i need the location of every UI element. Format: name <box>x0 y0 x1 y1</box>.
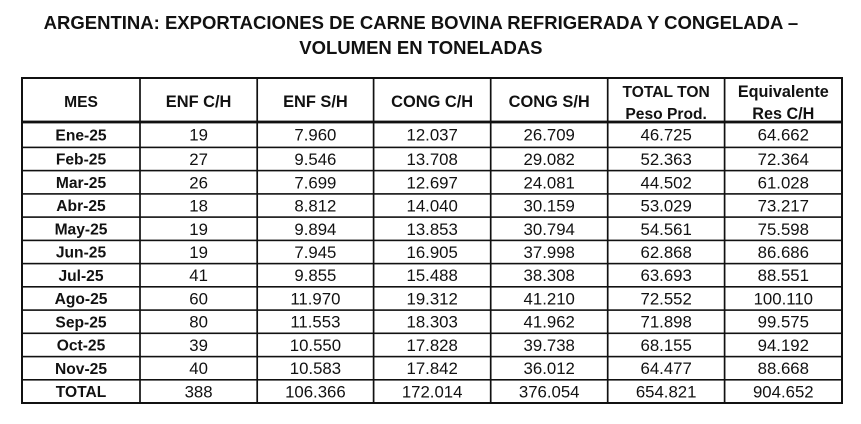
svg-text:19: 19 <box>189 126 208 145</box>
svg-text:17.842: 17.842 <box>406 359 457 378</box>
svg-text:19: 19 <box>189 220 208 239</box>
svg-text:10.583: 10.583 <box>290 359 341 378</box>
svg-text:88.551: 88.551 <box>758 266 809 285</box>
svg-text:73.217: 73.217 <box>758 197 809 216</box>
svg-text:12.697: 12.697 <box>406 173 457 192</box>
svg-text:71.898: 71.898 <box>640 313 691 332</box>
svg-text:Abr-25: Abr-25 <box>56 198 106 215</box>
svg-text:61.028: 61.028 <box>758 173 809 192</box>
svg-text:9.546: 9.546 <box>294 150 336 169</box>
svg-text:60: 60 <box>189 289 208 308</box>
svg-text:376.054: 376.054 <box>519 382 580 401</box>
svg-text:30.159: 30.159 <box>524 197 575 216</box>
svg-text:54.561: 54.561 <box>640 220 691 239</box>
svg-text:17.828: 17.828 <box>406 336 457 355</box>
svg-text:TOTAL TON: TOTAL TON <box>623 84 710 101</box>
svg-text:May-25: May-25 <box>55 221 108 238</box>
svg-text:11.553: 11.553 <box>290 313 340 332</box>
svg-text:26: 26 <box>189 173 208 192</box>
svg-text:68.155: 68.155 <box>640 336 691 355</box>
svg-text:ENF S/H: ENF S/H <box>283 93 348 111</box>
svg-text:8.812: 8.812 <box>294 197 336 216</box>
svg-text:CONG S/H: CONG S/H <box>509 93 590 111</box>
svg-text:Res C/H: Res C/H <box>752 105 814 123</box>
svg-text:29.082: 29.082 <box>524 150 575 169</box>
svg-text:Peso Prod.: Peso Prod. <box>625 106 706 123</box>
svg-text:7.960: 7.960 <box>294 126 336 145</box>
svg-text:654.821: 654.821 <box>636 382 697 401</box>
svg-text:44.502: 44.502 <box>640 173 691 192</box>
svg-text:94.192: 94.192 <box>758 336 809 355</box>
svg-text:72.552: 72.552 <box>640 289 691 308</box>
svg-text:27: 27 <box>189 150 208 169</box>
svg-text:TOTAL: TOTAL <box>56 384 107 401</box>
svg-text:CONG C/H: CONG C/H <box>391 93 473 111</box>
svg-text:Ene-25: Ene-25 <box>55 127 106 144</box>
svg-text:26.709: 26.709 <box>524 126 575 145</box>
svg-text:11.970: 11.970 <box>290 289 340 308</box>
svg-text:Jun-25: Jun-25 <box>56 245 107 262</box>
svg-text:40: 40 <box>189 359 208 378</box>
svg-text:Equivalente: Equivalente <box>738 83 829 101</box>
svg-text:13.853: 13.853 <box>406 220 457 239</box>
svg-text:100.110: 100.110 <box>754 289 813 308</box>
svg-text:19.312: 19.312 <box>406 289 457 308</box>
svg-text:24.081: 24.081 <box>524 173 575 192</box>
svg-text:64.477: 64.477 <box>640 359 691 378</box>
svg-text:Ago-25: Ago-25 <box>55 291 108 308</box>
svg-text:46.725: 46.725 <box>640 126 691 145</box>
svg-text:75.598: 75.598 <box>758 220 809 239</box>
svg-text:64.662: 64.662 <box>758 126 809 145</box>
svg-text:13.708: 13.708 <box>406 150 457 169</box>
svg-text:9.894: 9.894 <box>294 220 336 239</box>
svg-text:18: 18 <box>189 197 208 216</box>
svg-text:172.014: 172.014 <box>402 382 463 401</box>
svg-text:53.029: 53.029 <box>640 197 691 216</box>
svg-text:99.575: 99.575 <box>758 313 809 332</box>
svg-text:ARGENTINA: EXPORTACIONES DE CA: ARGENTINA: EXPORTACIONES DE CARNE BOVINA… <box>44 12 798 33</box>
svg-text:7.945: 7.945 <box>294 243 336 262</box>
svg-text:Jul-25: Jul-25 <box>58 268 103 285</box>
svg-text:39.738: 39.738 <box>524 336 575 355</box>
svg-text:Nov-25: Nov-25 <box>55 361 107 378</box>
svg-text:41.210: 41.210 <box>524 289 575 308</box>
svg-text:Mar-25: Mar-25 <box>56 175 107 192</box>
svg-text:12.037: 12.037 <box>406 126 457 145</box>
svg-text:ENF C/H: ENF C/H <box>166 93 232 111</box>
svg-text:7.699: 7.699 <box>294 173 336 192</box>
svg-text:80: 80 <box>189 313 208 332</box>
svg-text:106.366: 106.366 <box>285 382 346 401</box>
svg-text:Feb-25: Feb-25 <box>56 152 107 169</box>
svg-text:16.905: 16.905 <box>406 243 457 262</box>
svg-text:Sep-25: Sep-25 <box>55 314 106 331</box>
svg-text:19: 19 <box>189 243 208 262</box>
svg-text:10.550: 10.550 <box>290 336 341 355</box>
svg-text:41: 41 <box>189 266 208 285</box>
svg-text:38.308: 38.308 <box>524 266 575 285</box>
svg-text:VOLUMEN EN TONELADAS: VOLUMEN EN TONELADAS <box>299 37 542 58</box>
svg-text:63.693: 63.693 <box>640 266 691 285</box>
svg-text:Oct-25: Oct-25 <box>57 338 106 355</box>
svg-text:52.363: 52.363 <box>640 150 691 169</box>
svg-text:41.962: 41.962 <box>524 313 575 332</box>
svg-text:30.794: 30.794 <box>524 220 575 239</box>
svg-text:72.364: 72.364 <box>758 150 809 169</box>
svg-text:62.868: 62.868 <box>640 243 691 262</box>
svg-text:39: 39 <box>189 336 208 355</box>
svg-text:18.303: 18.303 <box>406 313 457 332</box>
svg-text:14.040: 14.040 <box>406 197 457 216</box>
svg-text:388: 388 <box>185 382 213 401</box>
svg-text:MES: MES <box>64 94 98 111</box>
svg-text:36.012: 36.012 <box>524 359 575 378</box>
svg-text:37.998: 37.998 <box>524 243 575 262</box>
svg-text:15.488: 15.488 <box>406 266 457 285</box>
svg-text:86.686: 86.686 <box>758 243 809 262</box>
svg-text:9.855: 9.855 <box>294 266 336 285</box>
svg-text:88.668: 88.668 <box>758 359 809 378</box>
svg-text:904.652: 904.652 <box>753 382 814 401</box>
